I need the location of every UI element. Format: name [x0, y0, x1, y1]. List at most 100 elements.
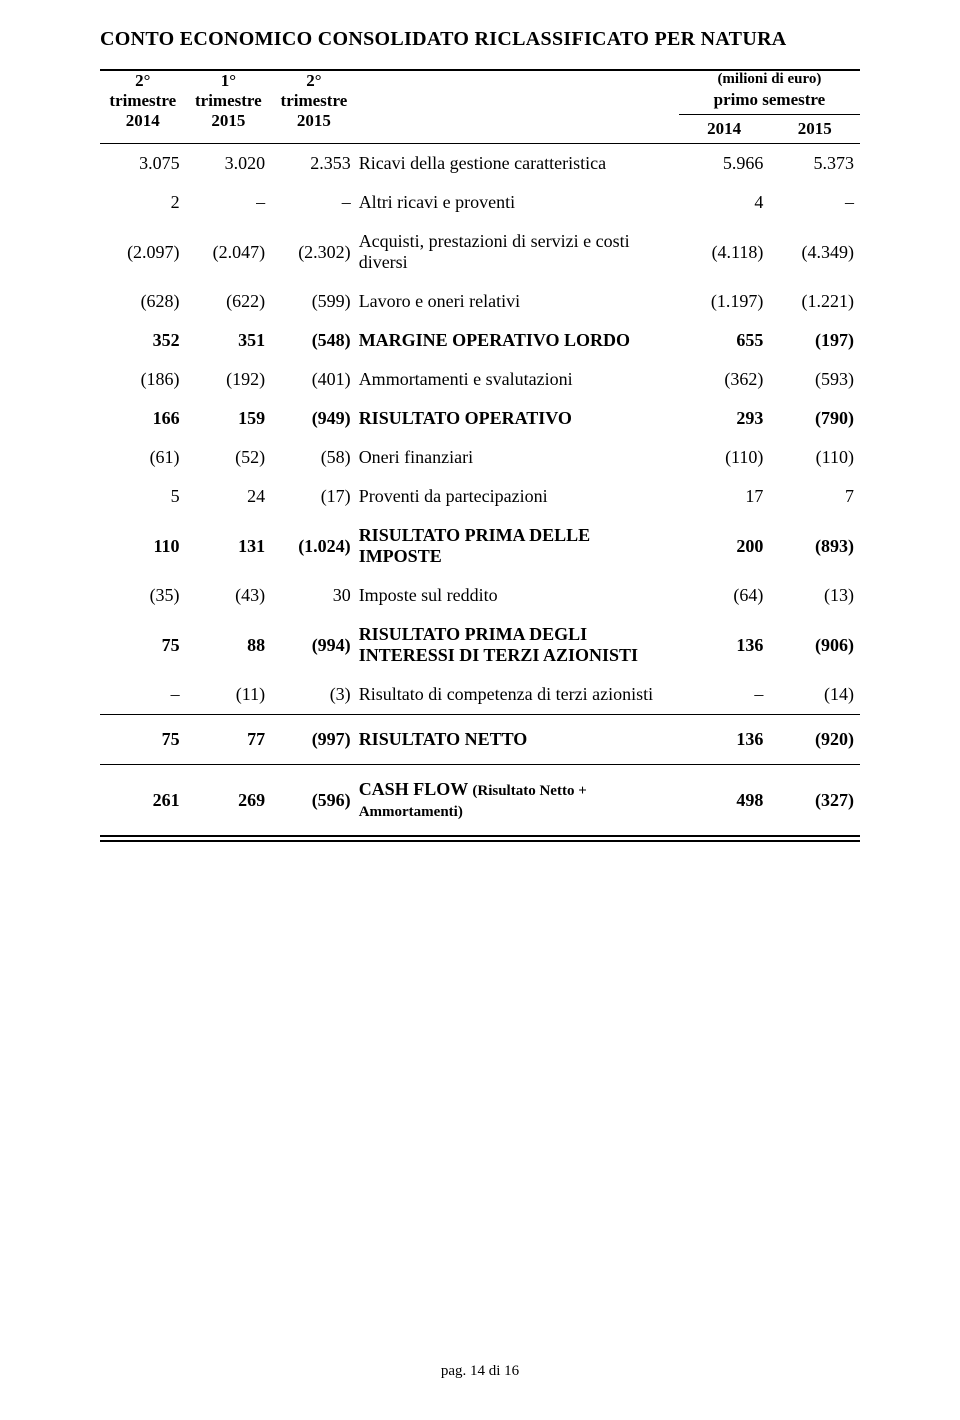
- table-row: 166159(949)RISULTATO OPERATIVO293(790): [100, 399, 860, 438]
- hdr-semestre: primo semestre: [679, 88, 860, 115]
- page-footer: pag. 14 di 16: [0, 1363, 960, 1380]
- table-row: (186)(192)(401)Ammortamenti e svalutazio…: [100, 360, 860, 399]
- cell: 30: [271, 576, 357, 615]
- cell: (893): [769, 516, 860, 576]
- cell: RISULTATO PRIMA DEGLI INTERESSI DI TERZI…: [357, 615, 679, 675]
- cell: (1.221): [769, 282, 860, 321]
- table-row: 7588(994)RISULTATO PRIMA DEGLI INTERESSI…: [100, 615, 860, 675]
- table-row: (61)(52)(58)Oneri finanziari(110)(110): [100, 438, 860, 477]
- table-row: 524(17)Proventi da partecipazioni177: [100, 477, 860, 516]
- cell: (17): [271, 477, 357, 516]
- cell: (920): [769, 715, 860, 764]
- table-row: –(11)(3)Risultato di competenza di terzi…: [100, 675, 860, 714]
- cell: (790): [769, 399, 860, 438]
- cell: 5.373: [769, 144, 860, 183]
- page: CONTO ECONOMICO CONSOLIDATO RICLASSIFICA…: [0, 0, 960, 1420]
- cell: 4: [679, 183, 770, 222]
- cell: Ammortamenti e svalutazioni: [357, 360, 679, 399]
- cell: (599): [271, 282, 357, 321]
- table-row: 3.0753.0202.353Ricavi della gestione car…: [100, 144, 860, 183]
- cell: –: [100, 675, 186, 714]
- table-row: (628)(622)(599)Lavoro e oneri relativi(1…: [100, 282, 860, 321]
- cell: (327): [769, 765, 860, 835]
- cell: 498: [679, 765, 770, 835]
- cell: (593): [769, 360, 860, 399]
- cell: (997): [271, 715, 357, 764]
- cell: 5: [100, 477, 186, 516]
- cell: RISULTATO OPERATIVO: [357, 399, 679, 438]
- table-row: (2.097)(2.047)(2.302)Acquisti, prestazio…: [100, 222, 860, 282]
- cell: (61): [100, 438, 186, 477]
- hdr-year-2015: 2015: [769, 115, 860, 144]
- row-cashflow: 261 269 (596) CASH FLOW (Risultato Netto…: [100, 765, 860, 835]
- cell: (58): [271, 438, 357, 477]
- cell: (52): [186, 438, 272, 477]
- row-net: 75 77 (997) RISULTATO NETTO 136 (920): [100, 715, 860, 764]
- cell: Acquisti, prestazioni di servizi e costi…: [357, 222, 679, 282]
- cell: (2.302): [271, 222, 357, 282]
- cell: Oneri finanziari: [357, 438, 679, 477]
- cell: (186): [100, 360, 186, 399]
- cell: (362): [679, 360, 770, 399]
- cell: 166: [100, 399, 186, 438]
- table-row: 352351(548)MARGINE OPERATIVO LORDO655(19…: [100, 321, 860, 360]
- cell: RISULTATO PRIMA DELLE IMPOSTE: [357, 516, 679, 576]
- cell: (1.197): [679, 282, 770, 321]
- cell: CASH FLOW (Risultato Netto + Ammortament…: [357, 765, 679, 835]
- cell: (14): [769, 675, 860, 714]
- cell: (1.024): [271, 516, 357, 576]
- hdr-spacer: [357, 71, 679, 143]
- cell: –: [186, 183, 272, 222]
- cell: (628): [100, 282, 186, 321]
- cell: 3.020: [186, 144, 272, 183]
- hdr-col1: 2° trimestre 2014: [100, 71, 186, 143]
- cell: (622): [186, 282, 272, 321]
- cell: Risultato di competenza di terzi azionis…: [357, 675, 679, 714]
- cell: (2.047): [186, 222, 272, 282]
- cell: (906): [769, 615, 860, 675]
- cell: 200: [679, 516, 770, 576]
- cell: 88: [186, 615, 272, 675]
- cell: (548): [271, 321, 357, 360]
- cell: (2.097): [100, 222, 186, 282]
- cell: –: [769, 183, 860, 222]
- cell: 261: [100, 765, 186, 835]
- cell: Imposte sul reddito: [357, 576, 679, 615]
- income-statement-table: 2° trimestre 2014 1° trimestre 2015 2° t…: [100, 71, 860, 850]
- cell: 352: [100, 321, 186, 360]
- cell: (197): [769, 321, 860, 360]
- bottom-rule: [100, 835, 860, 850]
- cell: (4.118): [679, 222, 770, 282]
- hdr-col2: 1° trimestre 2015: [186, 71, 272, 143]
- cell: 351: [186, 321, 272, 360]
- cell: 131: [186, 516, 272, 576]
- cell: 5.966: [679, 144, 770, 183]
- cell: (192): [186, 360, 272, 399]
- cell: –: [679, 675, 770, 714]
- cell: 7: [769, 477, 860, 516]
- cell: (3): [271, 675, 357, 714]
- cell: 293: [679, 399, 770, 438]
- cell: (35): [100, 576, 186, 615]
- doc-title: CONTO ECONOMICO CONSOLIDATO RICLASSIFICA…: [100, 28, 860, 51]
- cell: Proventi da partecipazioni: [357, 477, 679, 516]
- cell: (596): [271, 765, 357, 835]
- cell: RISULTATO NETTO: [357, 715, 679, 764]
- cell: 24: [186, 477, 272, 516]
- header-row-1: 2° trimestre 2014 1° trimestre 2015 2° t…: [100, 71, 860, 88]
- cell: (110): [679, 438, 770, 477]
- cell: 110: [100, 516, 186, 576]
- cell: (994): [271, 615, 357, 675]
- cell: 77: [186, 715, 272, 764]
- cell: 3.075: [100, 144, 186, 183]
- hdr-unit: (milioni di euro): [679, 71, 860, 88]
- cell: (401): [271, 360, 357, 399]
- cell: (4.349): [769, 222, 860, 282]
- cell: 2: [100, 183, 186, 222]
- hdr-col3: 2° trimestre 2015: [271, 71, 357, 143]
- cell: 136: [679, 715, 770, 764]
- cell: 159: [186, 399, 272, 438]
- table-row: (35)(43)30Imposte sul reddito(64)(13): [100, 576, 860, 615]
- cell: 269: [186, 765, 272, 835]
- cell: 75: [100, 615, 186, 675]
